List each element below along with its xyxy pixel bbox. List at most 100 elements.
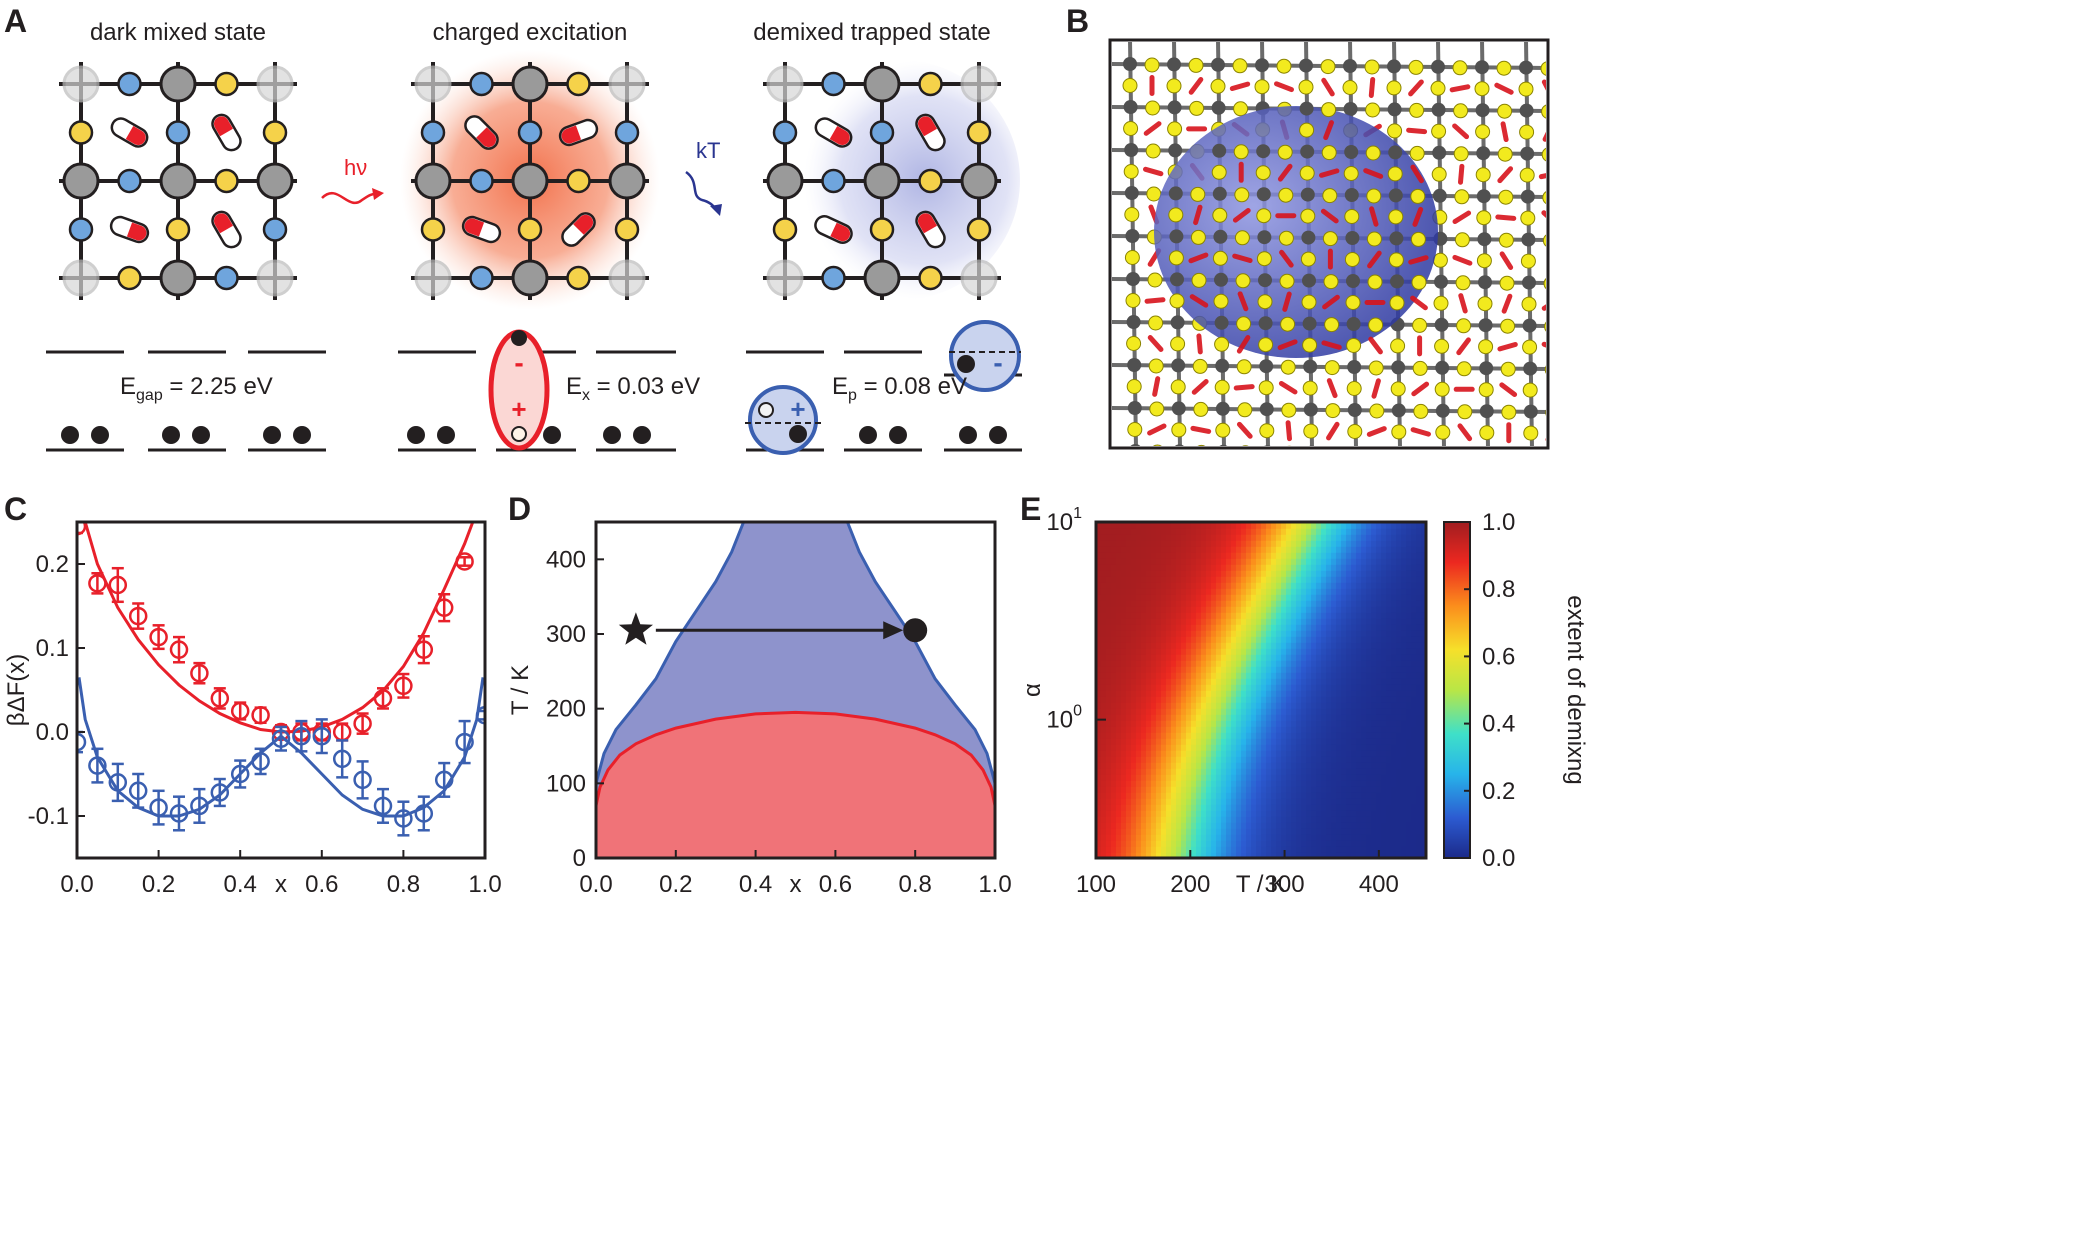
heatmap-cell [1191,756,1197,763]
heatmap-cell [1156,678,1162,685]
heatmap-cell [1306,612,1312,619]
halide-atom [517,120,543,145]
lead-node [1125,229,1140,243]
heatmap-cell [1411,684,1417,691]
lead-node [1346,317,1361,331]
heatmap-cell [1226,822,1232,829]
heatmap-cell [1406,810,1412,817]
heatmap-cell [1296,750,1302,757]
heatmap-cell [1121,720,1127,727]
heatmap-cell [1281,684,1287,691]
heatmap-cell [1131,768,1137,775]
heatmap-cell [1151,588,1157,595]
heatmap-cell [1316,588,1322,595]
heatmap-cell [1216,534,1222,541]
heatmap-cell [1191,750,1197,757]
heatmap-cell [1376,612,1382,619]
heatmap-cell [1316,810,1322,817]
heatmap-cell [1231,546,1237,553]
heatmap-cell [1111,702,1117,709]
heatmap-cell [1401,732,1407,739]
heatmap-cell [1256,678,1262,685]
heatmap-cell [1351,600,1357,607]
heatmap-cell [1301,792,1307,799]
heatmap-cell [1341,762,1347,769]
heatmap-cell [1261,810,1267,817]
heatmap-cell [1206,684,1212,691]
heatmap-cell [1411,612,1417,619]
heatmap-cell [1171,768,1177,775]
heatmap-cell [1211,768,1217,775]
halide-node [1302,337,1318,353]
heatmap-cell [1236,552,1242,559]
heatmap-cell [1156,660,1162,667]
heatmap-cell [1196,642,1202,649]
heatmap-cell [1246,696,1252,703]
heatmap-cell [1266,696,1272,703]
heatmap-cell [1096,822,1102,829]
heatmap-cell [1301,624,1307,631]
heatmap-cell [1281,720,1287,727]
heatmap-cell [1326,768,1332,775]
heatmap-cell [1341,642,1347,649]
molecule [1196,333,1203,355]
data-point-red [88,574,107,593]
heatmap-cell [1141,702,1147,709]
heatmap-cell [1111,672,1117,679]
heatmap-cell [1406,828,1412,835]
heatmap-cell [1366,564,1372,571]
heatmap-cell [1166,594,1172,601]
heatmap-cell [1226,780,1232,787]
heatmap-cell [1206,774,1212,781]
heatmap-cell [1206,660,1212,667]
heatmap-cell [1196,636,1202,643]
heatmap-cell [1381,834,1387,841]
lead-atom [608,65,646,103]
heatmap-cell [1246,600,1252,607]
heatmap-cell [1206,840,1212,847]
heatmap-cell [1151,786,1157,793]
lead-atom [960,162,998,200]
heatmap-cell [1301,714,1307,721]
heatmap-cell [1381,816,1387,823]
heatmap-cell [1281,570,1287,577]
heatmap-cell [1136,768,1142,775]
heatmap-cell [1266,804,1272,811]
heatmap-cell [1146,756,1152,763]
heatmap-cell [1331,768,1337,775]
heatmap-cell [1416,534,1422,541]
heatmap-cell [1131,846,1137,853]
heatmap-cell [1356,708,1362,715]
heatmap-cell [1266,798,1272,805]
heatmap-cell [1311,774,1317,781]
heatmap-cell [1336,528,1342,535]
heatmap-cell [1411,678,1417,685]
heatmap-cell [1196,690,1202,697]
heatmap-cell [1106,816,1112,823]
heatmap-cell [1391,600,1397,607]
heatmap-cell [1411,690,1417,697]
heatmap-cell [1321,654,1327,661]
heatmap-cell [1116,558,1122,565]
heatmap-cell [1316,522,1322,529]
heatmap-cell [1346,852,1352,858]
heatmap-cell [1146,522,1152,529]
lead-node [1431,59,1445,74]
heatmap-cell [1261,672,1267,679]
heatmap-cell [1106,714,1112,721]
heatmap-cell [1386,846,1392,853]
heatmap-cell [1211,840,1217,847]
heatmap-cell [1281,666,1287,673]
heatmap-cell [1146,588,1152,595]
heatmap-cell [1181,822,1187,829]
heatmap-cell [1401,588,1407,595]
heatmap-cell [1201,534,1207,541]
heatmap-cell [1161,690,1167,697]
heatmap-cell [1351,594,1357,601]
heatmap-cell [1296,540,1302,547]
halide-node [1347,424,1363,439]
heatmap-cell [1271,804,1277,811]
halide-atom [165,120,191,145]
thermal-arrow-head [710,204,722,216]
heatmap-cell [1341,660,1347,667]
